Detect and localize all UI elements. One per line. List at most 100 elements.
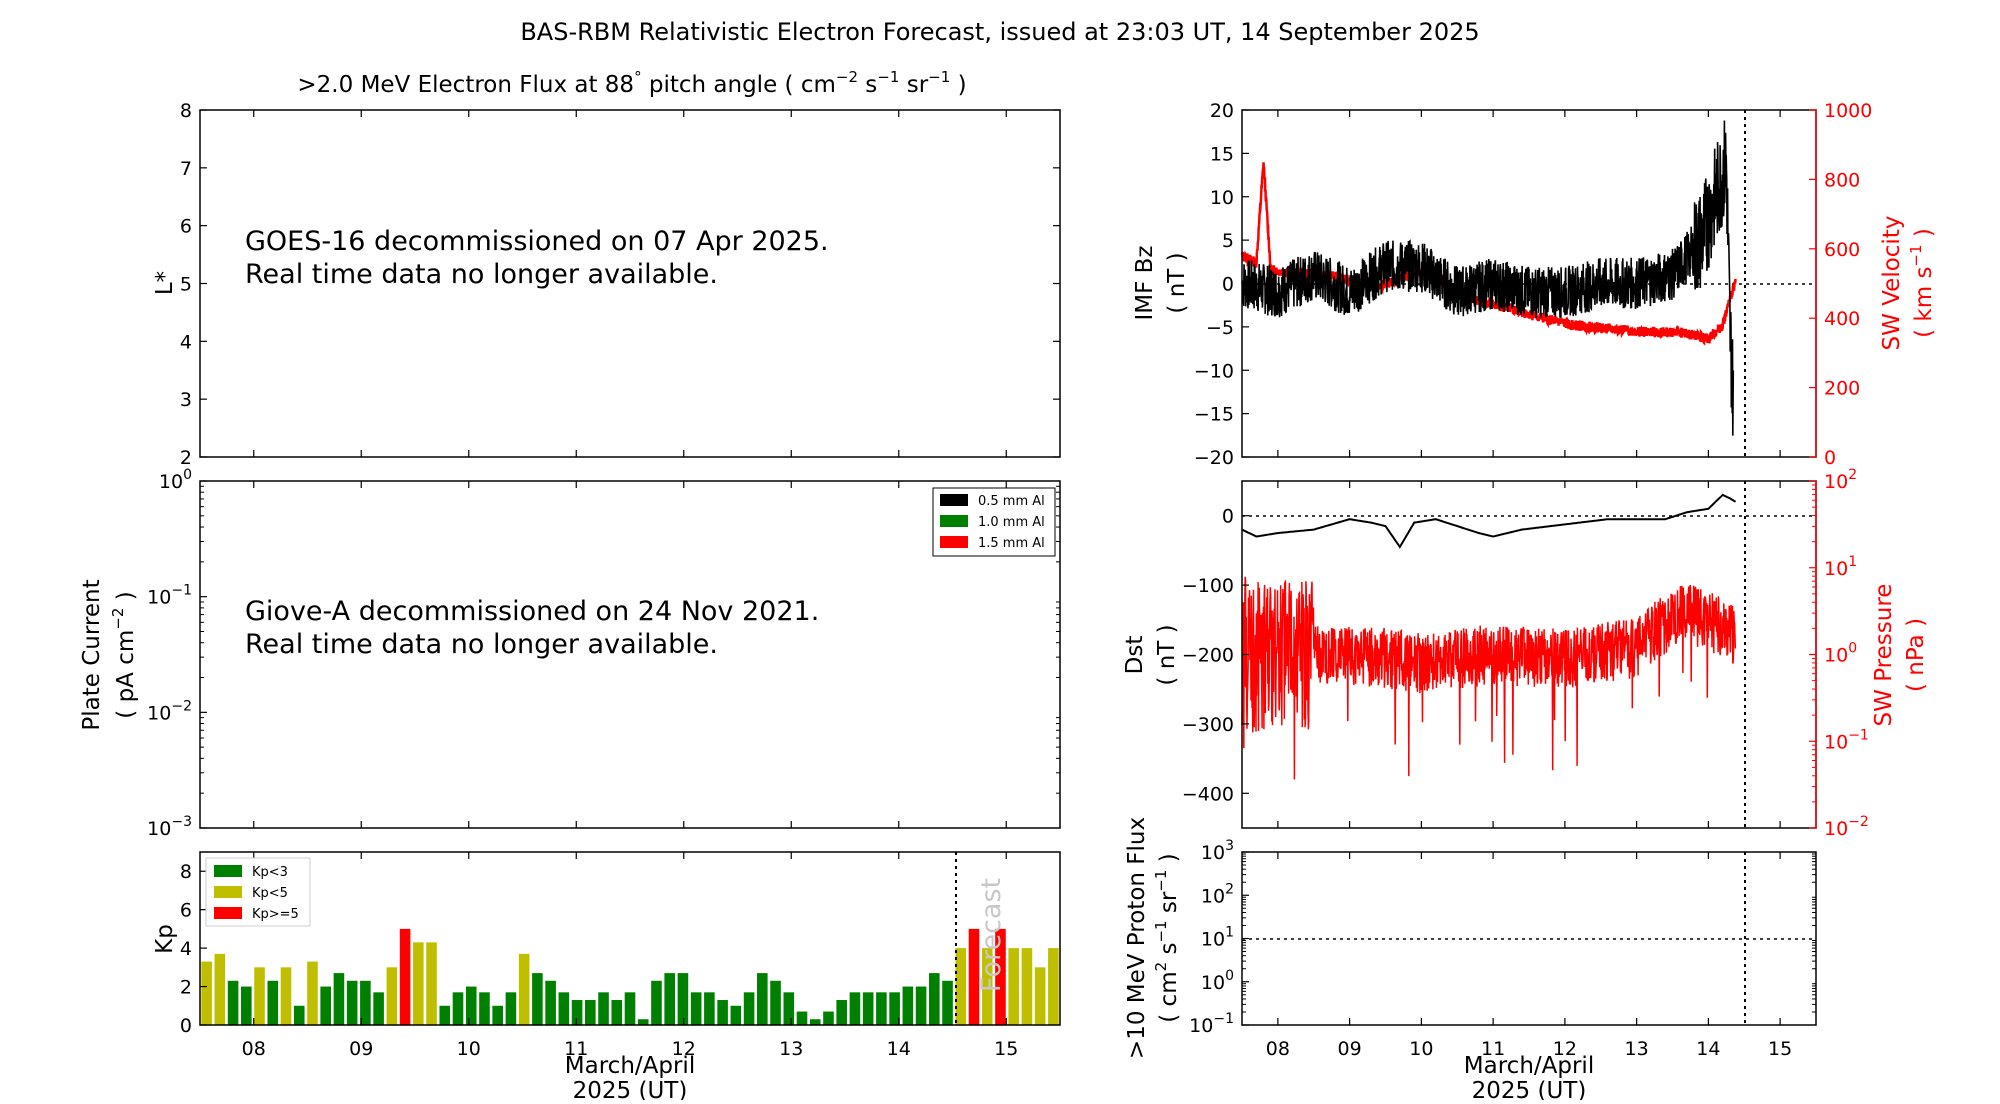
giove-message-line1: Giove-A decommissioned on 24 Nov 2021.	[245, 596, 819, 627]
imf-y-label-1: IMF Bz	[1132, 245, 1158, 320]
legend-label-kp-high: Kp>=5	[252, 907, 299, 922]
dst-y-label-1: Dst	[1122, 636, 1148, 675]
kp-bar	[386, 967, 398, 1025]
y-tick-label: 4	[180, 938, 192, 960]
imf-x-ticks	[1277, 110, 1781, 457]
forecast-label: Forecast	[976, 878, 1007, 992]
y-tick-label: 7	[180, 158, 192, 180]
flux-panel-title: >2.0 MeV Electron Flux at 88° pitch angl…	[297, 68, 966, 98]
kp-bar	[267, 980, 279, 1025]
x-tick-label: 14	[887, 1038, 911, 1060]
kp-bar	[1021, 948, 1033, 1025]
figure-title: BAS-RBM Relativistic Electron Forecast, …	[520, 18, 1479, 46]
proton-y-label-2: ( cm2 s−1 sr−1 )	[1152, 853, 1182, 1022]
plate-x-ticks	[253, 481, 1007, 828]
kp-bar	[743, 992, 755, 1025]
kp-bar	[532, 973, 543, 1025]
kp-bar	[757, 973, 768, 1025]
kp-bar	[849, 992, 861, 1025]
y-tick-label: −5	[1206, 317, 1234, 339]
kp-bar	[730, 1005, 742, 1025]
legend-swatch-10mm	[940, 515, 968, 527]
pressure-y-label-1: SW Pressure	[1871, 584, 1897, 727]
flux-y-label: L*	[152, 271, 178, 295]
kp-x-label-1: March/April	[565, 1053, 695, 1079]
legend-label-10mm: 1.0 mm Al	[978, 515, 1045, 530]
x-tick-label: 10	[1409, 1038, 1433, 1060]
kp-bar	[241, 986, 252, 1025]
kp-bar	[518, 953, 530, 1025]
goes-message-line2: Real time data no longer available.	[245, 259, 718, 290]
y-tick-label: 101	[1824, 554, 1857, 580]
y-tick-label: −300	[1182, 714, 1234, 736]
giove-message-line2: Real time data no longer available.	[245, 629, 718, 660]
y-tick-label: 101	[1201, 925, 1234, 951]
x-tick-label: 08	[242, 1038, 266, 1060]
x-tick-label: 14	[1696, 1038, 1720, 1060]
y-tick-label: 102	[1201, 881, 1234, 907]
y-tick-label: 1000	[1824, 100, 1872, 122]
kp-bar	[889, 992, 900, 1025]
kp-bar	[320, 986, 331, 1025]
y-tick-label: 10−3	[147, 814, 192, 840]
legend-label-kp-low: Kp<3	[252, 865, 288, 880]
pressure-y-axis: 102 101 100 10−1 10−2	[1809, 467, 1869, 840]
x-tick-label: 15	[1768, 1038, 1792, 1060]
legend-swatch-15mm	[940, 536, 968, 548]
y-tick-label: 15	[1210, 143, 1234, 165]
y-tick-label: 5	[180, 274, 192, 296]
kp-bar	[452, 992, 464, 1025]
kp-bar	[360, 980, 371, 1025]
x-tick-label: 09	[1338, 1038, 1362, 1060]
kp-bar	[293, 1005, 305, 1025]
y-tick-label: 10−1	[1824, 727, 1869, 753]
kp-bar	[214, 953, 226, 1025]
kp-bar	[968, 928, 980, 1025]
proton-y-label-1: >10 MeV Proton Flux	[1124, 817, 1150, 1059]
kp-bar	[902, 986, 914, 1025]
x-tick-label: 13	[779, 1038, 803, 1060]
kp-bar	[796, 1011, 808, 1025]
x-tick-label: 10	[457, 1038, 481, 1060]
kp-plot-area	[199, 851, 1061, 1026]
y-tick-label: 8	[180, 100, 192, 122]
kp-bar	[545, 980, 556, 1025]
x-tick-label: 11	[564, 1038, 588, 1060]
kp-bar	[836, 1000, 847, 1025]
kp-bar	[862, 992, 874, 1025]
velocity-y-label-1: SW Velocity	[1879, 216, 1905, 351]
plate-y-label-1: Plate Current	[79, 579, 105, 730]
proton-x-label-1: March/April	[1464, 1053, 1594, 1079]
y-tick-label: 0	[180, 1015, 192, 1037]
kp-bar	[585, 1000, 596, 1025]
x-tick-label: 15	[994, 1038, 1018, 1060]
y-tick-label: −20	[1194, 447, 1234, 469]
x-tick-label: 09	[349, 1038, 373, 1060]
pressure-y-label-2: ( nPa )	[1903, 618, 1929, 692]
imf-y-label-2: ( nT )	[1164, 252, 1190, 313]
kp-bar	[558, 992, 570, 1025]
kp-bar	[254, 967, 265, 1025]
kp-bar	[1008, 948, 1019, 1025]
y-tick-label: −10	[1194, 360, 1234, 382]
plate-legend: 0.5 mm Al 1.0 mm Al 1.5 mm Al	[932, 487, 1056, 557]
kp-bar	[915, 986, 927, 1025]
y-tick-label: 20	[1210, 100, 1234, 122]
kp-bar	[479, 992, 490, 1025]
kp-bar	[439, 1005, 451, 1025]
kp-bar	[876, 992, 887, 1025]
legend-label-kp-mid: Kp<5	[252, 886, 288, 901]
y-tick-label: 100	[1824, 641, 1857, 667]
kp-bar	[717, 1000, 728, 1025]
kp-bar	[1048, 948, 1059, 1025]
y-tick-label: 10−2	[147, 698, 192, 724]
y-tick-label: 100	[1201, 968, 1234, 994]
y-tick-label: 5	[1222, 230, 1234, 252]
legend-label-15mm: 1.5 mm Al	[978, 536, 1045, 551]
kp-bar	[624, 992, 636, 1025]
kp-y-label: Kp	[152, 924, 178, 954]
y-tick-label: 6	[180, 216, 192, 238]
kp-x-axis: 08 09 10 11 12 13 14 15	[242, 852, 1018, 1060]
kp-bar	[809, 1019, 821, 1025]
y-tick-label: 0	[1824, 447, 1836, 469]
